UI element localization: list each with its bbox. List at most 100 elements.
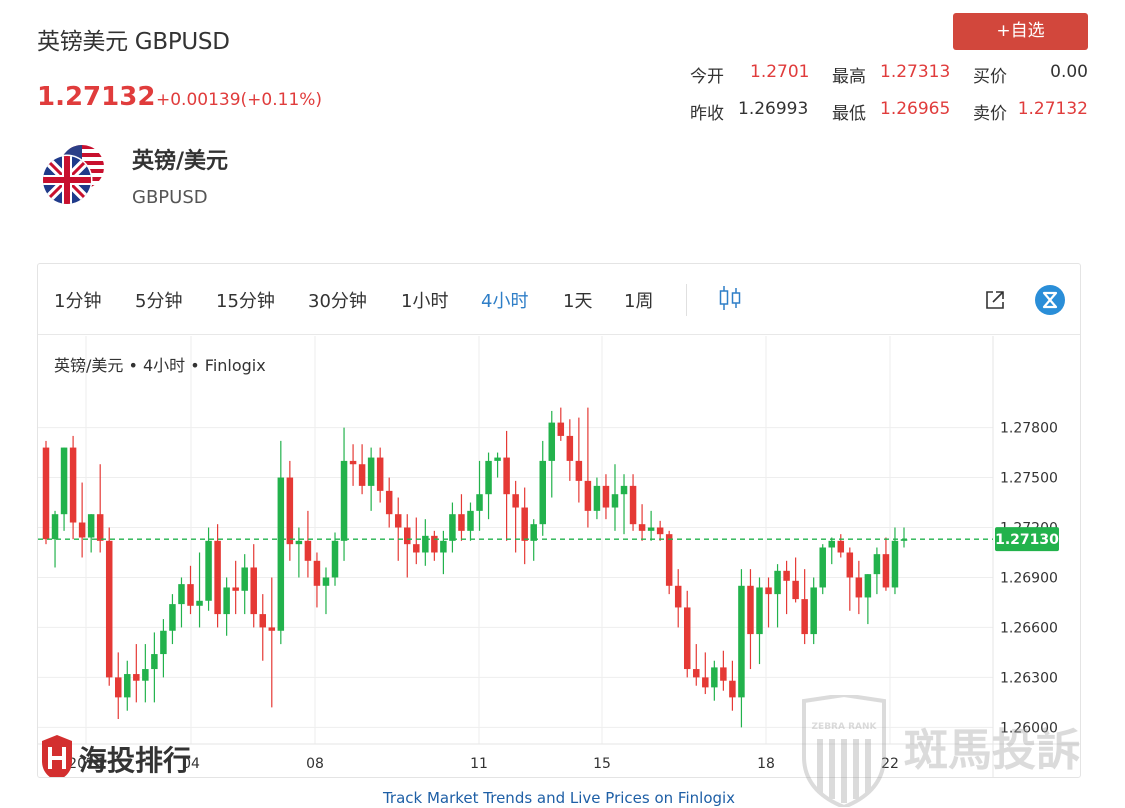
candle-body xyxy=(313,560,321,586)
candle-body xyxy=(693,669,700,678)
candle-body xyxy=(548,422,556,461)
bid-value: 0.00 xyxy=(1050,62,1088,82)
timeframe-15min[interactable]: 15分钟 xyxy=(216,291,275,312)
candle-body xyxy=(539,460,546,525)
stats-row-2: 昨收 1.26993 最低 1.26965 卖价 1.27132 xyxy=(690,99,1088,136)
zebra-rank-watermark: ZEBRA RANK 斑馬投訴 xyxy=(802,695,1080,807)
timeframe-1h[interactable]: 1小时 xyxy=(401,291,449,312)
candle-body xyxy=(476,494,483,511)
quote-stats: 今开 1.2701 最高 1.27313 买价 0.00 昨收 1.26993 … xyxy=(690,62,1088,136)
candle-body xyxy=(593,485,601,511)
candle-body xyxy=(440,540,447,553)
y-tick-label: 1.26000 xyxy=(1000,720,1058,736)
chart-legend: 英镑/美元 • 4小时 • Finlogix xyxy=(54,356,266,375)
y-tick-label: 1.27500 xyxy=(1000,471,1058,487)
candle-body xyxy=(115,677,122,698)
finlogix-link[interactable]: Track Market Trends and Live Prices on F… xyxy=(382,789,736,807)
y-tick-label: 1.26600 xyxy=(1000,620,1058,636)
candle-body xyxy=(720,667,727,681)
candle-body xyxy=(223,587,230,615)
candle-body xyxy=(566,435,574,461)
candle-body xyxy=(575,460,583,481)
timeframe-1min[interactable]: 1分钟 xyxy=(54,291,102,312)
x-tick-label: 04 xyxy=(182,756,200,772)
candle-body xyxy=(394,514,402,528)
watermark-badge-text: ZEBRA RANK xyxy=(812,722,878,732)
candle-body xyxy=(602,485,610,508)
candle-body xyxy=(656,527,664,535)
candle-body xyxy=(774,570,781,595)
ask-value: 1.27132 xyxy=(1017,99,1088,119)
candle-body xyxy=(78,522,86,538)
candle-body xyxy=(738,585,745,698)
candle-body xyxy=(521,507,528,541)
candle-body xyxy=(142,669,149,681)
candle-body xyxy=(747,585,754,635)
candle-body xyxy=(638,524,646,531)
x-tick-label: 11 xyxy=(470,756,488,772)
chart-plot[interactable]: 英镑/美元 • 4小时 • Finlogix 1.27800 1.27500 1.2… xyxy=(38,336,1080,777)
candle-body xyxy=(160,630,167,655)
candlestick-type-icon[interactable] xyxy=(718,284,742,312)
timeframe-30min[interactable]: 30分钟 xyxy=(308,291,367,312)
prev-close-value: 1.26993 xyxy=(738,99,809,119)
candle-body xyxy=(855,577,863,598)
candle-body xyxy=(846,552,854,578)
timeframe-5min[interactable]: 5分钟 xyxy=(135,291,183,312)
x-tick-label: 15 xyxy=(593,756,611,772)
low-label: 最低 xyxy=(832,104,866,124)
chart-widget: 1分钟 5分钟 15分钟 30分钟 1小时 4小时 1天 1周 英镑/美元 • … xyxy=(37,263,1081,778)
candle-body xyxy=(358,464,366,486)
candle-body xyxy=(792,580,799,600)
candle-body xyxy=(241,567,248,591)
timeframe-1w[interactable]: 1周 xyxy=(624,291,654,312)
candle-body xyxy=(151,654,158,670)
candle-body xyxy=(458,514,465,531)
candle-body xyxy=(837,540,845,553)
candle-body xyxy=(96,514,104,541)
candle-body xyxy=(711,667,718,688)
candle-body xyxy=(214,540,221,615)
tradingview-icon[interactable] xyxy=(1035,285,1065,315)
candle-body xyxy=(295,540,303,545)
pair-code: GBPUSD xyxy=(132,187,208,208)
candle-body xyxy=(729,680,736,698)
candle-body xyxy=(367,457,375,486)
timeframe-1d[interactable]: 1天 xyxy=(563,291,593,312)
candle-body xyxy=(60,447,68,515)
prev-close-label: 昨收 xyxy=(690,104,724,124)
x-tick-label: 22 xyxy=(881,756,899,772)
current-price-label: 1.27130 xyxy=(995,532,1059,548)
candle-body xyxy=(413,544,420,553)
candle-body xyxy=(232,587,239,591)
candle-body xyxy=(69,447,77,523)
candle-body xyxy=(331,540,339,578)
candle-body xyxy=(494,457,501,461)
candle-body xyxy=(485,460,492,495)
y-tick-label: 1.26300 xyxy=(1000,670,1058,686)
current-price: 1.27132 xyxy=(37,82,156,112)
x-tick-label: 2024 xyxy=(68,756,104,772)
page-title: 英镑美元 GBPUSD xyxy=(37,29,230,55)
candle-body xyxy=(322,577,330,586)
candle-body xyxy=(277,477,285,631)
popout-icon[interactable] xyxy=(984,289,1006,311)
candle-body xyxy=(512,494,519,508)
open-value: 1.2701 xyxy=(750,62,810,82)
candle-body xyxy=(187,584,194,606)
chart-toolbar: 1分钟 5分钟 15分钟 30分钟 1小时 4小时 1天 1周 xyxy=(38,264,1080,335)
stats-row-1: 今开 1.2701 最高 1.27313 买价 0.00 xyxy=(690,62,1088,99)
hai-logo-text: 海投排行 xyxy=(79,744,191,777)
candle-body xyxy=(431,535,438,553)
candle-body xyxy=(882,554,890,588)
candle-body xyxy=(286,477,294,545)
candle-body xyxy=(557,422,565,436)
add-watchlist-button[interactable]: +自选 xyxy=(953,13,1088,50)
candle-body xyxy=(810,587,817,635)
candle-body xyxy=(124,674,131,698)
timeframe-4h[interactable]: 4小时 xyxy=(481,291,529,312)
candle-body xyxy=(105,540,113,678)
candle-body xyxy=(503,457,510,495)
candle-body xyxy=(584,480,592,511)
candle-body xyxy=(449,514,456,541)
